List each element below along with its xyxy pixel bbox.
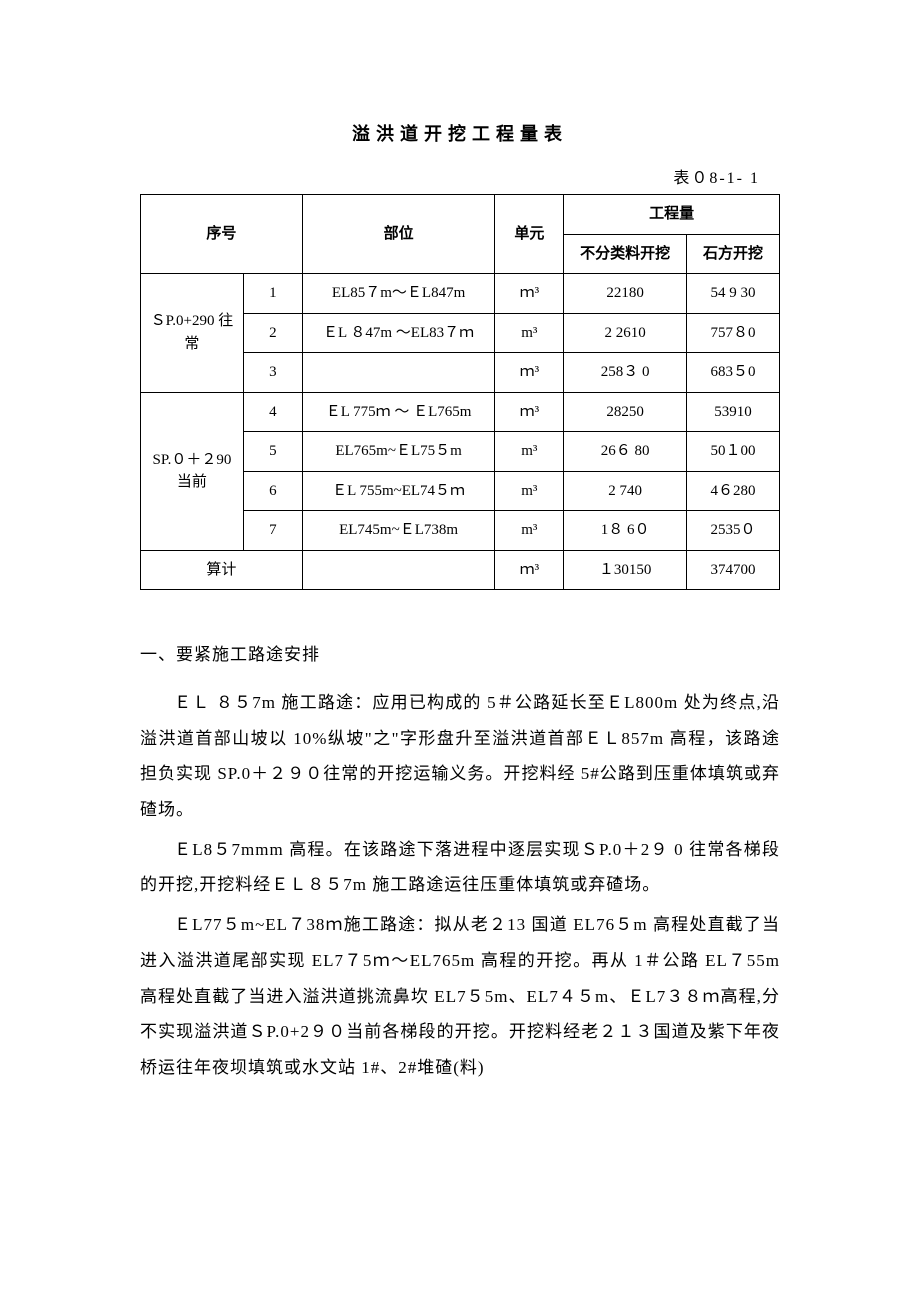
table-sum-row: 算计 ｍ³ １30150 374700	[141, 550, 780, 590]
row-unit: ｍ³	[495, 274, 564, 314]
row-q1: 2 2610	[564, 313, 687, 353]
row-num: 3	[243, 353, 302, 393]
sum-part	[302, 550, 495, 590]
sum-q1: １30150	[564, 550, 687, 590]
row-unit: m³	[495, 313, 564, 353]
row-part: ＥL 755m~EL74５ｍ	[302, 471, 495, 511]
page-title: 溢洪道开挖工程量表	[140, 120, 780, 146]
row-num: 2	[243, 313, 302, 353]
row-part: EL765m~ＥL75５m	[302, 432, 495, 472]
row-q2: 53910	[687, 392, 780, 432]
row-q2: 50１00	[687, 432, 780, 472]
row-q1: 1８ 6０	[564, 511, 687, 551]
paragraph: ＥL8５7mmm 高程。在该路途下落进程中逐层实现ＳP.0＋2９ 0 往常各梯段…	[140, 832, 780, 903]
row-group-label: ＳP.0+290 往常	[141, 274, 244, 393]
row-num: 5	[243, 432, 302, 472]
row-q1: 28250	[564, 392, 687, 432]
row-num: 7	[243, 511, 302, 551]
row-unit: m³	[495, 432, 564, 472]
table-row: ＳP.0+290 往常 1 EL85７m～ＥL847m ｍ³ 22180 54 …	[141, 274, 780, 314]
row-q2: 54 9 30	[687, 274, 780, 314]
row-part: EL745m~ＥL738m	[302, 511, 495, 551]
table-header-row: 序号 部位 单元 工程量	[141, 195, 780, 235]
row-unit: ｍ³	[495, 392, 564, 432]
paragraph: ＥＬ ８５7m 施工路途：应用已构成的 5＃公路延长至ＥL800m 处为终点,沿…	[140, 685, 780, 828]
table-number-label: 表０8-1- 1	[140, 164, 780, 188]
col-header-part: 部位	[302, 195, 495, 274]
row-q2: 683５0	[687, 353, 780, 393]
row-part: ＥL 775ｍ ～ ＥL765m	[302, 392, 495, 432]
row-q1: 26６ 80	[564, 432, 687, 472]
section-heading: 一、要紧施工路途安排	[140, 640, 780, 665]
sum-q2: 374700	[687, 550, 780, 590]
row-part: EL85７m～ＥL847m	[302, 274, 495, 314]
quantity-table: 序号 部位 单元 工程量 不分类料开挖 石方开挖 ＳP.0+290 往常 1 E…	[140, 194, 780, 590]
col-header-qty1: 不分类料开挖	[564, 234, 687, 274]
row-group-label: SP.０＋２90 当前	[141, 392, 244, 550]
col-header-unit: 单元	[495, 195, 564, 274]
row-unit: m³	[495, 471, 564, 511]
col-header-seq: 序号	[141, 195, 303, 274]
row-q2: 2535０	[687, 511, 780, 551]
paragraph: ＥL77５m~EL７38ｍ施工路途：拟从老２13 国道 EL76５m 高程处直截…	[140, 907, 780, 1085]
table-row: SP.０＋２90 当前 4 ＥL 775ｍ ～ ＥL765m ｍ³ 28250 …	[141, 392, 780, 432]
sum-label: 算计	[141, 550, 303, 590]
document-page: 溢洪道开挖工程量表 表０8-1- 1 序号 部位 单元 工程量 不分类料开挖 石…	[0, 0, 920, 1150]
col-header-qty: 工程量	[564, 195, 780, 235]
row-num: 1	[243, 274, 302, 314]
row-q2: 757８0	[687, 313, 780, 353]
row-q1: 258３ 0	[564, 353, 687, 393]
row-part	[302, 353, 495, 393]
col-header-qty2: 石方开挖	[687, 234, 780, 274]
row-unit: m³	[495, 511, 564, 551]
row-part: ＥL ８47m ～EL83７ｍ	[302, 313, 495, 353]
row-q1: 2 740	[564, 471, 687, 511]
row-unit: ｍ³	[495, 353, 564, 393]
row-num: 4	[243, 392, 302, 432]
sum-unit: ｍ³	[495, 550, 564, 590]
row-q2: 4６280	[687, 471, 780, 511]
row-num: 6	[243, 471, 302, 511]
row-q1: 22180	[564, 274, 687, 314]
